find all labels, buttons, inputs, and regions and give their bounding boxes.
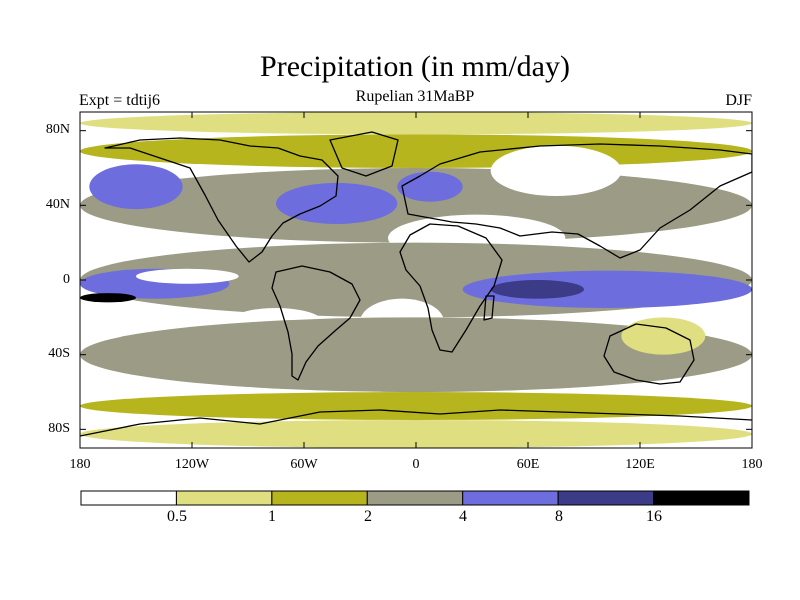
colorbar-level-label: 4 — [459, 508, 467, 525]
axis-ticks — [79, 112, 753, 448]
y-tick-label: 40S — [48, 346, 70, 361]
x-tick-label: 120E — [625, 457, 655, 472]
precip-region-north-atlantic-storm — [276, 182, 398, 224]
precip-region-north-pacific-storm — [89, 164, 183, 210]
precip-region-australia-dry — [621, 317, 706, 355]
colorbar-swatch — [80, 490, 177, 506]
x-tick-label: 180 — [741, 457, 763, 472]
x-tick-label: 0 — [412, 457, 420, 472]
colorbar-swatch — [271, 490, 368, 506]
y-tick-label: 80S — [48, 421, 70, 436]
colorbar-swatch — [653, 490, 750, 506]
x-tick-label: 180 — [69, 457, 91, 472]
precip-region-itcz-indian — [462, 270, 752, 309]
precip-region-north-60s — [80, 134, 752, 168]
coastline-madagascar — [483, 295, 495, 321]
experiment-label: Expt = tdtij6 — [79, 92, 161, 109]
colorbar-level-label: 0.5 — [167, 508, 187, 525]
y-tick-label: 80N — [45, 122, 70, 137]
precip-region-south-mid — [80, 317, 752, 392]
chart-subtitle: Rupelian 31MaBP — [355, 88, 475, 105]
coastline-south-america — [271, 265, 361, 381]
colorbar-level-label: 2 — [364, 508, 372, 525]
coastline-africa — [399, 223, 503, 353]
coastline-eurasia — [401, 143, 752, 259]
colorbar-level-label: 1 — [268, 508, 276, 525]
colorbar-swatch — [462, 490, 559, 506]
precip-region-east-pacific-max — [80, 293, 136, 303]
chart-title: Precipitation (in mm/day) — [260, 50, 570, 83]
coastline-greenland — [329, 131, 399, 177]
precip-region-arctic — [80, 112, 752, 135]
precipitation-field — [80, 112, 752, 448]
x-tick-label: 120W — [174, 457, 210, 472]
colorbar-level-label: 8 — [555, 508, 563, 525]
precip-region-asia-dry — [490, 145, 622, 196]
season-label: DJF — [725, 92, 752, 109]
colorbar-level-label: 16 — [646, 508, 662, 525]
colorbar-swatch — [557, 490, 655, 506]
precip-region-antarctic — [80, 420, 752, 448]
precip-region-pacific-dry-tongue — [136, 268, 239, 284]
colorbar — [80, 490, 750, 506]
precip-region-itcz-core — [490, 280, 584, 299]
coastline-north-america — [104, 137, 339, 263]
coastline-antarctica — [80, 409, 752, 437]
y-tick-label: 40N — [45, 197, 70, 212]
precip-region-south-60s — [80, 392, 752, 420]
colorbar-swatch — [366, 490, 464, 506]
colorbar-swatch — [175, 490, 273, 506]
y-tick-label: 0 — [63, 272, 70, 287]
coastlines — [80, 131, 752, 437]
x-tick-label: 60E — [516, 457, 540, 472]
coastline-australia — [603, 323, 695, 385]
x-tick-label: 60W — [290, 457, 318, 472]
precip-region-europe-wet — [397, 171, 463, 202]
